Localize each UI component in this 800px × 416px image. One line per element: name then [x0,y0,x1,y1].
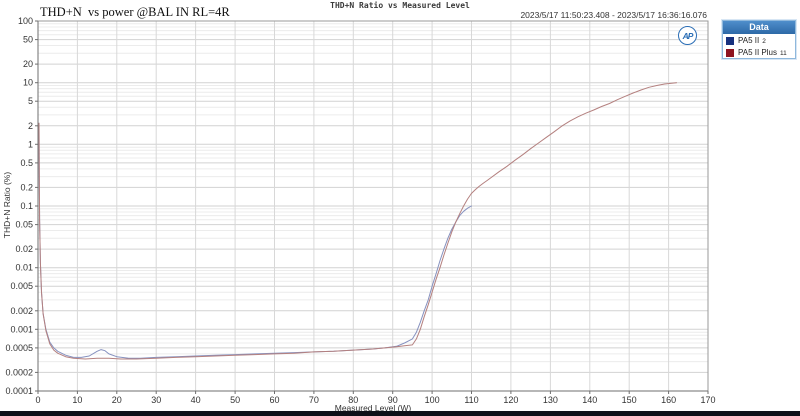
svg-text:5: 5 [28,96,33,106]
series-swatch-icon [726,48,734,57]
report-title: THD+N vs power @BAL IN RL=4R [40,5,230,19]
svg-text:40: 40 [191,395,201,405]
svg-text:0.1: 0.1 [20,201,33,211]
svg-text:30: 30 [151,395,161,405]
svg-text:70: 70 [309,395,319,405]
svg-text:20: 20 [23,59,33,69]
series-label: PA5 II Plus [738,48,777,57]
svg-text:0.02: 0.02 [15,244,33,254]
svg-text:140: 140 [582,395,597,405]
svg-text:110: 110 [464,395,478,405]
svg-text:0.001: 0.001 [10,324,33,334]
ap-logo-icon: AP [678,26,697,45]
svg-text:170: 170 [700,395,715,405]
svg-text:0.05: 0.05 [15,220,33,230]
svg-text:100: 100 [18,16,33,26]
legend-title: Data [723,21,795,34]
svg-text:0.5: 0.5 [20,158,33,168]
window-title: THD+N Ratio vs Measured Level [330,1,470,10]
legend-item-pa5-ii[interactable]: PA5 II 2 [723,34,795,46]
svg-text:10: 10 [23,78,33,88]
svg-text:160: 160 [661,395,676,405]
svg-text:10: 10 [72,395,82,405]
svg-text:1: 1 [28,139,33,149]
svg-text:100: 100 [425,395,440,405]
svg-text:0.005: 0.005 [10,281,33,291]
series-label: PA5 II [738,36,760,45]
svg-text:90: 90 [388,395,398,405]
measurement-date-range: 2023/5/17 11:50:23.408 - 2023/5/17 16:36… [520,10,707,20]
svg-text:60: 60 [269,395,279,405]
svg-text:2: 2 [28,121,33,131]
svg-text:0.01: 0.01 [15,263,33,273]
series-swatch-icon [726,36,734,45]
svg-text:0.002: 0.002 [10,306,33,316]
svg-text:0: 0 [35,395,40,405]
svg-text:150: 150 [622,395,637,405]
svg-text:120: 120 [503,395,518,405]
svg-text:20: 20 [112,395,122,405]
svg-text:0.2: 0.2 [20,182,33,192]
svg-text:0.0005: 0.0005 [5,343,33,353]
series-number: 2 [762,38,766,45]
window-bottom-bar [0,411,800,416]
svg-text:130: 130 [543,395,558,405]
series-number: 11 [779,50,787,57]
svg-text:0.0001: 0.0001 [5,386,33,396]
svg-text:80: 80 [348,395,358,405]
svg-text:0.0002: 0.0002 [5,367,33,377]
y-axis-title: THD+N Ratio (%) [2,171,12,239]
svg-text:50: 50 [23,35,33,45]
legend-panel: Data PA5 II 2 PA5 II Plus 11 [722,20,796,59]
svg-text:50: 50 [230,395,240,405]
x-axis-title: Measured Level (W) [334,403,412,413]
legend-item-pa5-ii-plus[interactable]: PA5 II Plus 11 [723,46,795,58]
